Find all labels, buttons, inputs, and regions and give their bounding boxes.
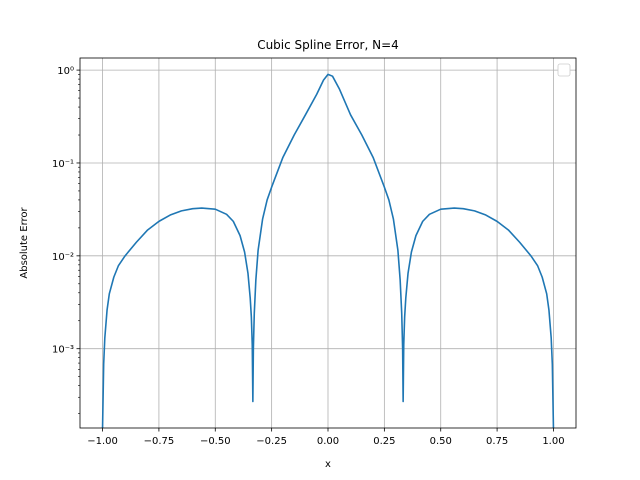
x-tick-label: 0.50 [430, 436, 452, 447]
legend-box [557, 63, 571, 77]
x-tick-label: 0.75 [486, 436, 508, 447]
x-tick-label: −0.75 [144, 436, 175, 447]
x-axis: −1.00 −0.75 −0.50 −0.25 0.00 0.25 0.50 0.75 1.00 [87, 428, 565, 447]
x-tick-label: −1.00 [87, 436, 118, 447]
x-tick-label: 0.00 [317, 436, 339, 447]
x-tick-label: 0.25 [373, 436, 395, 447]
error-series-line [101, 73, 555, 429]
y-tick-label: 10⁻¹ [52, 159, 74, 170]
y-tick-label: 10⁻³ [52, 345, 74, 356]
y-axis-label: Absolute Error [19, 206, 30, 278]
y-tick-label: 10⁰ [57, 66, 74, 77]
y-axis: 10⁻³ 10⁻² 10⁻¹ 10⁰ [52, 66, 80, 414]
grid-lines [80, 58, 576, 428]
x-axis-label: x [325, 459, 331, 470]
x-tick-label: −0.25 [256, 436, 287, 447]
x-tick-label: −0.50 [200, 436, 231, 447]
y-tick-label: 10⁻² [52, 252, 74, 263]
plot-area [101, 73, 555, 429]
x-tick-label: 1.00 [542, 436, 564, 447]
chart-title: Cubic Spline Error, N=4 [257, 38, 399, 52]
